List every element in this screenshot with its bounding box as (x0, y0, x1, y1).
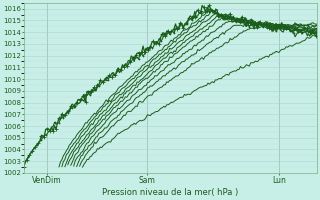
X-axis label: Pression niveau de la mer( hPa ): Pression niveau de la mer( hPa ) (102, 188, 238, 197)
